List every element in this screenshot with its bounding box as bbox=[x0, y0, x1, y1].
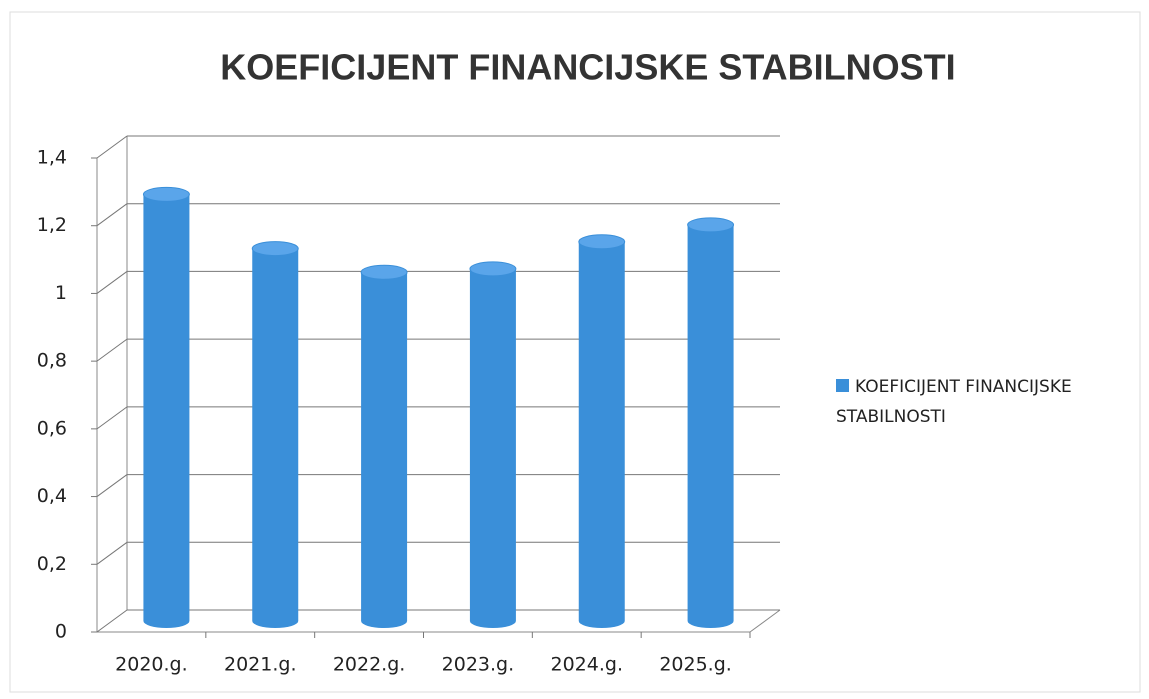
chart-border bbox=[9, 11, 1141, 693]
bar bbox=[469, 268, 516, 628]
legend-swatch bbox=[836, 379, 849, 392]
bar-top bbox=[687, 217, 735, 233]
x-tick-label: 2021.g. bbox=[224, 654, 297, 676]
grid-diag bbox=[96, 338, 128, 362]
y-tick-label: 1,2 bbox=[37, 214, 67, 236]
chart-title: KOEFICIJENT FINANCIJSKE STABILNOSTI bbox=[220, 47, 955, 88]
bar bbox=[252, 248, 299, 629]
y-tick-label: 0 bbox=[55, 621, 67, 643]
bar bbox=[687, 224, 734, 628]
bar-top bbox=[142, 186, 190, 202]
legend: KOEFICIJENT FINANCIJSKE STABILNOSTI bbox=[836, 372, 1136, 432]
x-tick-label: 2023.g. bbox=[442, 654, 515, 676]
y-tick-label: 1 bbox=[55, 282, 67, 304]
legend-label: KOEFICIJENT FINANCIJSKE STABILNOSTI bbox=[836, 377, 1072, 427]
grid-diag bbox=[96, 406, 128, 430]
bar bbox=[361, 272, 408, 628]
bar-top bbox=[251, 241, 299, 257]
bar-top bbox=[578, 234, 626, 250]
grid-diag bbox=[96, 541, 128, 565]
grid-diag bbox=[96, 609, 128, 633]
x-tick-label: 2025.g. bbox=[659, 654, 732, 676]
x-tick-label: 2022.g. bbox=[333, 654, 406, 676]
bar-top bbox=[469, 261, 517, 277]
grid-diag bbox=[96, 203, 128, 227]
y-tick-label: 0,2 bbox=[37, 553, 67, 575]
x-tick-label: 2020.g. bbox=[115, 654, 188, 676]
grid-diag bbox=[96, 474, 128, 497]
y-tick-label: 0,6 bbox=[37, 417, 67, 439]
bar bbox=[143, 194, 190, 628]
y-tick-label: 1,4 bbox=[37, 147, 67, 169]
grid-diag bbox=[96, 271, 128, 294]
y-tick-label: 0,8 bbox=[37, 350, 67, 372]
x-tick-label: 2024.g. bbox=[551, 654, 624, 676]
bar-top bbox=[360, 264, 408, 280]
grid-diag bbox=[96, 135, 128, 159]
floor-right bbox=[749, 609, 781, 633]
y-tick-label: 0,4 bbox=[37, 485, 67, 507]
bar bbox=[578, 241, 625, 629]
